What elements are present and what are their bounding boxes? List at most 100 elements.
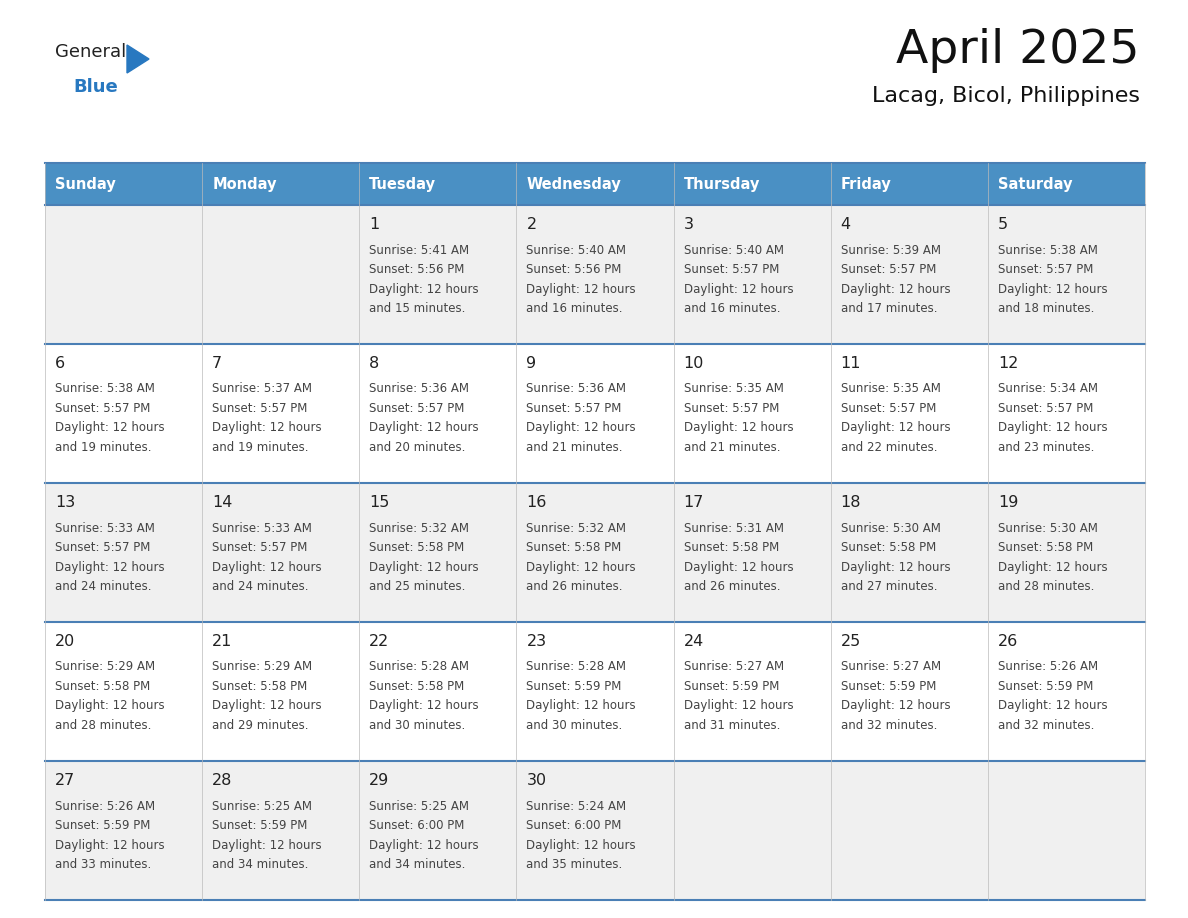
Text: Daylight: 12 hours: Daylight: 12 hours [683,421,794,434]
Text: Daylight: 12 hours: Daylight: 12 hours [213,838,322,852]
Text: Sunset: 5:59 PM: Sunset: 5:59 PM [55,819,151,832]
Text: Sunrise: 5:41 AM: Sunrise: 5:41 AM [369,243,469,256]
Text: General: General [55,43,126,61]
Bar [45,205,1145,344]
Text: Sunset: 5:58 PM: Sunset: 5:58 PM [369,541,465,554]
Text: and 24 minutes.: and 24 minutes. [213,580,309,593]
Text: 3: 3 [683,217,694,232]
Text: Sunset: 6:00 PM: Sunset: 6:00 PM [369,819,465,832]
Text: 12: 12 [998,356,1018,371]
Text: and 30 minutes.: and 30 minutes. [526,719,623,732]
Text: Sunrise: 5:33 AM: Sunrise: 5:33 AM [55,521,154,534]
Text: 28: 28 [213,773,233,788]
Bar [45,622,1145,761]
Text: Sunrise: 5:34 AM: Sunrise: 5:34 AM [998,383,1098,396]
Text: Sunrise: 5:25 AM: Sunrise: 5:25 AM [213,800,312,812]
Text: and 28 minutes.: and 28 minutes. [55,719,151,732]
Text: and 22 minutes.: and 22 minutes. [841,441,937,454]
Text: Sunset: 5:57 PM: Sunset: 5:57 PM [55,402,151,415]
Text: 23: 23 [526,634,546,649]
Text: and 34 minutes.: and 34 minutes. [369,858,466,871]
Text: 27: 27 [55,773,75,788]
Text: and 15 minutes.: and 15 minutes. [369,302,466,315]
Text: and 27 minutes.: and 27 minutes. [841,580,937,593]
Text: Daylight: 12 hours: Daylight: 12 hours [683,283,794,296]
Text: Sunrise: 5:27 AM: Sunrise: 5:27 AM [841,660,941,674]
Text: Sunrise: 5:26 AM: Sunrise: 5:26 AM [998,660,1098,674]
Text: Daylight: 12 hours: Daylight: 12 hours [998,283,1107,296]
Text: Sunrise: 5:24 AM: Sunrise: 5:24 AM [526,800,626,812]
Bar [45,483,1145,622]
Text: Sunset: 5:57 PM: Sunset: 5:57 PM [55,541,151,554]
Text: Sunrise: 5:28 AM: Sunrise: 5:28 AM [526,660,626,674]
Bar [674,163,830,205]
Text: Sunrise: 5:31 AM: Sunrise: 5:31 AM [683,521,784,534]
Text: Sunrise: 5:30 AM: Sunrise: 5:30 AM [998,521,1098,534]
Text: Daylight: 12 hours: Daylight: 12 hours [526,283,636,296]
Text: Sunset: 5:59 PM: Sunset: 5:59 PM [213,819,308,832]
Text: Daylight: 12 hours: Daylight: 12 hours [841,283,950,296]
Text: and 29 minutes.: and 29 minutes. [213,719,309,732]
Text: Sunrise: 5:39 AM: Sunrise: 5:39 AM [841,243,941,256]
Text: 7: 7 [213,356,222,371]
Text: 18: 18 [841,495,861,510]
Text: Daylight: 12 hours: Daylight: 12 hours [369,283,479,296]
Text: and 19 minutes.: and 19 minutes. [213,441,309,454]
Text: Daylight: 12 hours: Daylight: 12 hours [55,838,165,852]
Text: and 25 minutes.: and 25 minutes. [369,580,466,593]
Text: Sunrise: 5:28 AM: Sunrise: 5:28 AM [369,660,469,674]
Text: Daylight: 12 hours: Daylight: 12 hours [369,421,479,434]
Text: Sunset: 5:57 PM: Sunset: 5:57 PM [998,402,1093,415]
Text: 21: 21 [213,634,233,649]
Bar [202,163,359,205]
Text: Sunset: 5:56 PM: Sunset: 5:56 PM [526,263,621,276]
Text: Sunset: 5:57 PM: Sunset: 5:57 PM [526,402,621,415]
Text: and 21 minutes.: and 21 minutes. [683,441,781,454]
Text: Daylight: 12 hours: Daylight: 12 hours [55,561,165,574]
Text: Daylight: 12 hours: Daylight: 12 hours [55,700,165,712]
Text: and 16 minutes.: and 16 minutes. [683,302,781,315]
Text: 5: 5 [998,217,1007,232]
Text: and 18 minutes.: and 18 minutes. [998,302,1094,315]
Text: Daylight: 12 hours: Daylight: 12 hours [213,421,322,434]
Text: 6: 6 [55,356,65,371]
Text: 1: 1 [369,217,379,232]
Text: Sunset: 5:58 PM: Sunset: 5:58 PM [683,541,779,554]
Text: Sunrise: 5:29 AM: Sunrise: 5:29 AM [213,660,312,674]
Text: 15: 15 [369,495,390,510]
Text: Sunset: 5:57 PM: Sunset: 5:57 PM [841,263,936,276]
Text: Daylight: 12 hours: Daylight: 12 hours [998,700,1107,712]
Text: Wednesday: Wednesday [526,176,621,192]
Text: and 28 minutes.: and 28 minutes. [998,580,1094,593]
Text: Sunrise: 5:30 AM: Sunrise: 5:30 AM [841,521,941,534]
Text: Sunrise: 5:40 AM: Sunrise: 5:40 AM [526,243,626,256]
Text: Sunset: 5:58 PM: Sunset: 5:58 PM [841,541,936,554]
Text: and 35 minutes.: and 35 minutes. [526,858,623,871]
Text: Daylight: 12 hours: Daylight: 12 hours [998,421,1107,434]
Text: Daylight: 12 hours: Daylight: 12 hours [369,838,479,852]
Text: Sunset: 5:56 PM: Sunset: 5:56 PM [369,263,465,276]
Polygon shape [127,45,148,73]
Text: 9: 9 [526,356,537,371]
Text: Daylight: 12 hours: Daylight: 12 hours [683,700,794,712]
Text: 20: 20 [55,634,75,649]
Text: 11: 11 [841,356,861,371]
Text: 22: 22 [369,634,390,649]
Text: Sunrise: 5:29 AM: Sunrise: 5:29 AM [55,660,156,674]
Bar [45,761,1145,900]
Text: and 24 minutes.: and 24 minutes. [55,580,152,593]
Text: Daylight: 12 hours: Daylight: 12 hours [369,700,479,712]
Text: Sunset: 5:57 PM: Sunset: 5:57 PM [998,263,1093,276]
Text: Daylight: 12 hours: Daylight: 12 hours [841,700,950,712]
Text: Thursday: Thursday [683,176,760,192]
Text: Sunrise: 5:36 AM: Sunrise: 5:36 AM [526,383,626,396]
Text: Sunrise: 5:36 AM: Sunrise: 5:36 AM [369,383,469,396]
Text: 13: 13 [55,495,75,510]
Text: Sunset: 5:57 PM: Sunset: 5:57 PM [683,402,779,415]
Text: 25: 25 [841,634,861,649]
Text: Sunrise: 5:32 AM: Sunrise: 5:32 AM [369,521,469,534]
Bar [359,163,517,205]
Text: Friday: Friday [841,176,891,192]
Text: Sunset: 5:58 PM: Sunset: 5:58 PM [526,541,621,554]
Bar [517,163,674,205]
